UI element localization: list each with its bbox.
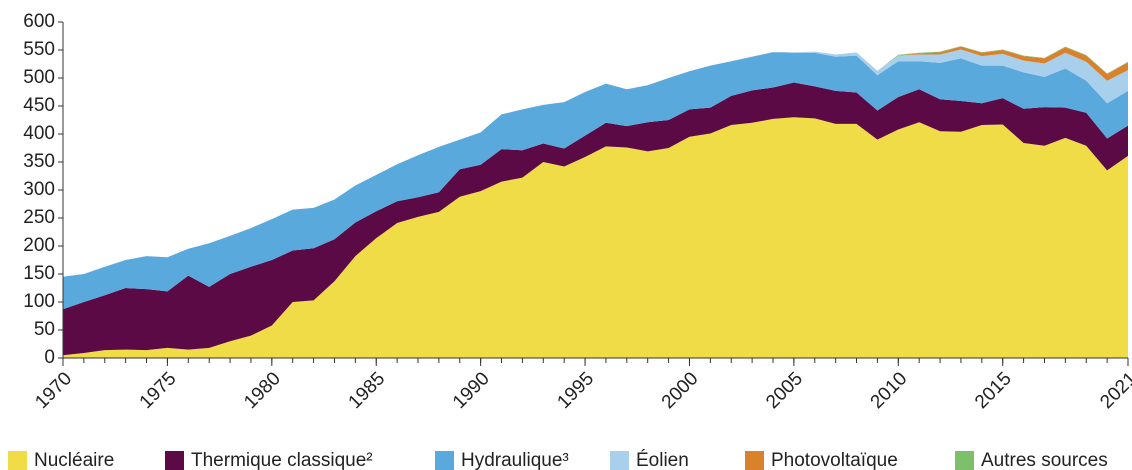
legend-label: Hydraulique³ (461, 450, 569, 470)
x-tick-label: 1985 (345, 368, 390, 413)
y-tick-label: 0 (44, 347, 55, 368)
x-tick-label: 2010 (867, 368, 912, 413)
legend-swatch (955, 451, 974, 470)
area (63, 117, 1128, 358)
legend-label: Éolien (636, 450, 689, 470)
x-tick-label: 2000 (658, 368, 703, 413)
y-tick-label: 400 (23, 123, 55, 144)
x-tick-label: 1995 (553, 368, 598, 413)
legend-label: Thermique classique² (191, 450, 373, 470)
x-tick-label: 1975 (136, 368, 181, 413)
legend-swatch (435, 451, 454, 470)
y-tick-label: 250 (23, 207, 55, 228)
area (63, 52, 1128, 310)
y-tick-label: 450 (23, 95, 55, 116)
y-tick-label: 150 (23, 263, 55, 284)
x-tick-label: 1980 (240, 368, 285, 413)
legend-swatch (745, 451, 764, 470)
y-tick-label: 500 (23, 67, 55, 88)
x-tick-label: 2005 (762, 368, 807, 413)
legend-label: Photovoltaïque (771, 450, 898, 470)
y-tick-label: 350 (23, 151, 55, 172)
x-tick-label: 1970 (31, 368, 76, 413)
x-tick-label: 1990 (449, 368, 494, 413)
x-tick-label: 2021 (1096, 368, 1132, 413)
y-tick-label: 550 (23, 39, 55, 60)
y-tick-label: 50 (34, 319, 55, 340)
y-tick-label: 600 (23, 11, 55, 32)
legend-swatch (8, 451, 27, 470)
y-tick-label: 300 (23, 179, 55, 200)
x-tick-label: 2015 (971, 368, 1016, 413)
legend-swatch (610, 451, 629, 470)
legend-label: Nucléaire (34, 450, 114, 470)
area (63, 82, 1128, 356)
y-tick-label: 100 (23, 291, 55, 312)
y-tick-label: 200 (23, 235, 55, 256)
legend-swatch (165, 451, 184, 470)
legend-label: Autres sources (981, 450, 1108, 470)
